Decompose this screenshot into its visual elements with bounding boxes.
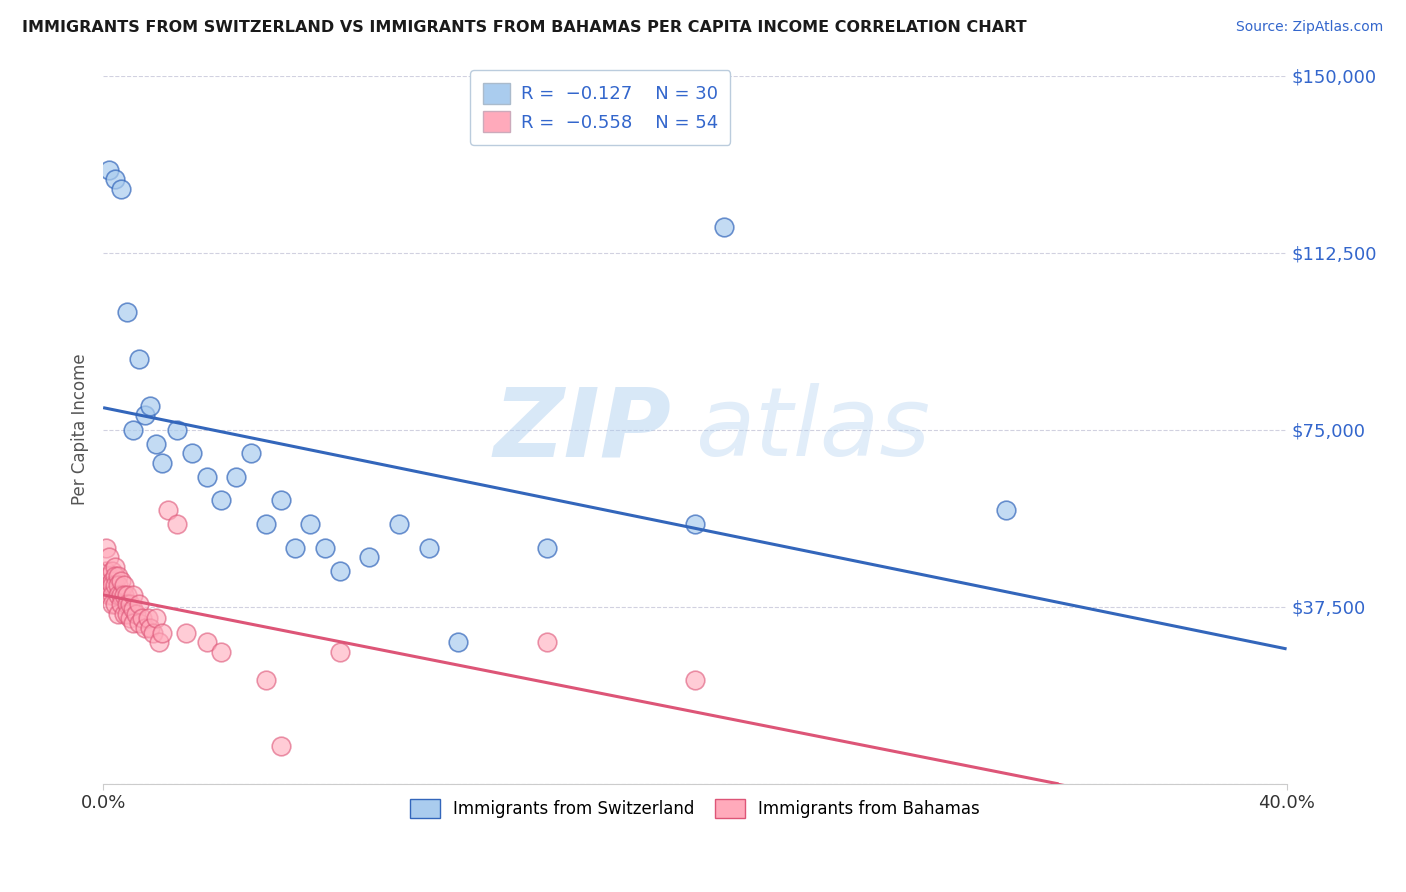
Y-axis label: Per Capita Income: Per Capita Income — [72, 354, 89, 506]
Point — [145, 437, 167, 451]
Point — [128, 351, 150, 366]
Point — [128, 597, 150, 611]
Legend: Immigrants from Switzerland, Immigrants from Bahamas: Immigrants from Switzerland, Immigrants … — [404, 792, 987, 825]
Point — [110, 597, 132, 611]
Point — [195, 635, 218, 649]
Point — [329, 644, 352, 658]
Point — [121, 616, 143, 631]
Point — [110, 182, 132, 196]
Point — [112, 588, 135, 602]
Point — [98, 588, 121, 602]
Point — [107, 588, 129, 602]
Text: IMMIGRANTS FROM SWITZERLAND VS IMMIGRANTS FROM BAHAMAS PER CAPITA INCOME CORRELA: IMMIGRANTS FROM SWITZERLAND VS IMMIGRANT… — [22, 20, 1028, 35]
Point — [107, 569, 129, 583]
Point — [240, 446, 263, 460]
Point — [994, 503, 1017, 517]
Point — [314, 541, 336, 555]
Point — [110, 588, 132, 602]
Point — [94, 541, 117, 555]
Point — [128, 616, 150, 631]
Point — [536, 635, 558, 649]
Point — [180, 446, 202, 460]
Point — [139, 621, 162, 635]
Point — [104, 578, 127, 592]
Point — [142, 625, 165, 640]
Point — [118, 597, 141, 611]
Point — [359, 550, 381, 565]
Text: Source: ZipAtlas.com: Source: ZipAtlas.com — [1236, 20, 1384, 34]
Point — [166, 423, 188, 437]
Point — [683, 673, 706, 687]
Point — [418, 541, 440, 555]
Point — [101, 564, 124, 578]
Point — [98, 569, 121, 583]
Point — [101, 588, 124, 602]
Point — [211, 644, 233, 658]
Point — [284, 541, 307, 555]
Point — [115, 607, 138, 621]
Point — [329, 564, 352, 578]
Point — [713, 219, 735, 234]
Point — [388, 517, 411, 532]
Point — [101, 578, 124, 592]
Point — [447, 635, 470, 649]
Text: atlas: atlas — [695, 384, 929, 476]
Point — [225, 470, 247, 484]
Point — [299, 517, 322, 532]
Point — [115, 597, 138, 611]
Point — [134, 409, 156, 423]
Point — [104, 597, 127, 611]
Text: ZIP: ZIP — [494, 384, 671, 476]
Point — [195, 470, 218, 484]
Point — [98, 550, 121, 565]
Point — [683, 517, 706, 532]
Point — [107, 578, 129, 592]
Point — [536, 541, 558, 555]
Point — [254, 517, 277, 532]
Point — [121, 588, 143, 602]
Point — [211, 493, 233, 508]
Point — [157, 503, 180, 517]
Point — [136, 611, 159, 625]
Point — [134, 621, 156, 635]
Point — [139, 399, 162, 413]
Point — [98, 578, 121, 592]
Point — [131, 611, 153, 625]
Point — [98, 163, 121, 178]
Point — [148, 635, 170, 649]
Point — [104, 569, 127, 583]
Point — [118, 611, 141, 625]
Point — [145, 611, 167, 625]
Point — [174, 625, 197, 640]
Point — [166, 517, 188, 532]
Point — [115, 304, 138, 318]
Point — [150, 625, 173, 640]
Point — [110, 574, 132, 588]
Point — [121, 423, 143, 437]
Point — [112, 607, 135, 621]
Point — [115, 588, 138, 602]
Point — [150, 456, 173, 470]
Point — [270, 493, 292, 508]
Point — [254, 673, 277, 687]
Point — [104, 172, 127, 186]
Point — [104, 559, 127, 574]
Point — [101, 574, 124, 588]
Point — [107, 607, 129, 621]
Point — [121, 602, 143, 616]
Point — [94, 564, 117, 578]
Point — [112, 578, 135, 592]
Point — [270, 739, 292, 753]
Point — [101, 597, 124, 611]
Point — [124, 607, 146, 621]
